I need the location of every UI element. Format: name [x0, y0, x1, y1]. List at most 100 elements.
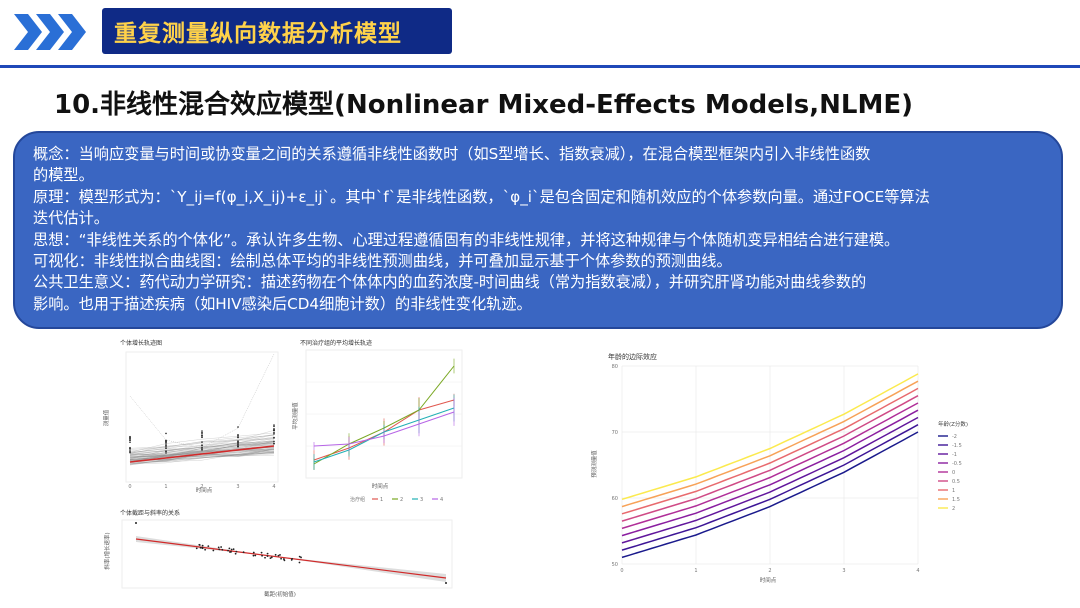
fig1-xtick: 2 — [200, 484, 203, 490]
fig2-legend-label: 1 — [380, 497, 383, 503]
fig1-point — [273, 425, 275, 428]
fig3-point — [212, 549, 215, 552]
fig3-point — [266, 552, 269, 555]
fig3-point — [290, 559, 293, 561]
fig3-point — [261, 554, 263, 557]
fig3-point — [279, 554, 281, 556]
fig1-trajectories — [125, 351, 279, 483]
concept-line: 概念：当响应变量与时间或协变量之间的关系遵循非线性函数时（如S型增长、指数衰减）… — [33, 145, 871, 163]
fig3-point — [230, 551, 232, 553]
fig3-ylabel: 斜率(增长速率) — [103, 532, 111, 569]
slide-title-text: 重复测量纵向数据分析模型 — [114, 21, 402, 47]
fig3-point — [195, 547, 198, 550]
fig1-trajectory — [129, 449, 275, 456]
fig3-point — [217, 546, 220, 549]
fig1-trajectory — [129, 439, 275, 463]
fig4-xlabel: 时间点 — [760, 576, 777, 584]
principle-line: 迭代估计。 — [33, 209, 109, 228]
fig3-panel — [121, 519, 453, 589]
fig4-legend-label: 1.5 — [952, 497, 960, 503]
fig3-point — [230, 548, 233, 551]
fig3-point — [300, 556, 302, 559]
fig4-series-line — [621, 402, 919, 530]
fig3-title: 个体截距与斜率的关系 — [120, 509, 180, 517]
fig1-xtick: 1 — [164, 484, 167, 490]
fig1-point — [273, 442, 275, 445]
fig2-title: 不同治疗组的平均增长轨迹 — [300, 339, 372, 347]
fig3-point — [201, 547, 204, 550]
idea-line: 思想：“非线性关系的个体化”。承认许多生物、心理过程遵循固有的非线性规律，并将这… — [33, 230, 900, 249]
fig1-point — [201, 431, 203, 434]
fig1-point — [165, 443, 167, 445]
fig4-xtick: 1 — [694, 568, 697, 574]
fig3-regression-line — [135, 538, 447, 579]
fig1-point — [201, 449, 203, 451]
fig4-legend-label: -1 — [952, 452, 957, 458]
fig3-point — [221, 548, 224, 551]
fig4-title: 年龄的边际效应 — [608, 352, 657, 361]
intercept-slope-scatter-plot: 个体截距与斜率的关系 斜率(增长速率) 截距(初始值) — [100, 506, 460, 600]
fig2-legend: 1 2 3 4 — [372, 497, 443, 503]
fig1-point — [129, 437, 131, 440]
fig1-xtick: 4 — [272, 484, 275, 490]
fig1-point — [237, 433, 239, 436]
fig4-xtick: 4 — [916, 568, 919, 574]
visualization-line: 可视化：非线性拟合曲线图：绘制总体平均的非线性预测曲线，并可叠加显示基于个体参数… — [33, 252, 732, 271]
fig1-point — [165, 439, 167, 442]
fig1-point — [201, 436, 203, 438]
fig4-xtick: 0 — [620, 568, 623, 574]
fig1-point — [201, 446, 203, 449]
fig1-ylabel: 测量值 — [102, 409, 110, 426]
fig3-point — [266, 555, 269, 558]
fig4-legend: -2 -1.5 -1 -0.5 0 0.5 1 1.5 2 — [938, 434, 962, 512]
fig3-points — [121, 519, 453, 589]
fig1-mean-line — [129, 445, 275, 463]
fig1-point — [273, 436, 275, 439]
fig2-legend-title: 治疗组 — [350, 496, 365, 503]
fig1-xtick: 0 — [128, 484, 131, 490]
fig1-trajectory — [129, 445, 274, 453]
fig1-point — [165, 447, 167, 449]
fig3-point — [283, 559, 286, 562]
fig3-point — [218, 548, 221, 551]
fig2-lines — [305, 349, 463, 479]
header-divider — [0, 65, 1080, 68]
fig3-point — [274, 553, 277, 556]
fig3-point — [269, 557, 272, 560]
fig4-legend-label: -1.5 — [952, 443, 962, 449]
fig4-xtick: 3 — [842, 568, 845, 574]
fig2-legend-label: 3 — [420, 497, 423, 503]
fig1-point — [165, 444, 167, 447]
age-marginal-effect-plot: 年龄的边际效应 预测测量值 时间点 50 60 70 80 0 1 2 3 4 年龄(Z分数) … — [590, 346, 990, 586]
fig3-point — [232, 548, 235, 551]
fig4-legend-label: -2 — [952, 434, 957, 440]
group-mean-trajectory-plot: 不同治疗组的平均增长轨迹 平均测量值 时间点 治疗组 1 2 3 4 — [290, 336, 470, 506]
individual-trajectory-plot: 个体增长轨迹图 测量值 时间点 0 1 2 3 4 — [100, 336, 286, 496]
fig1-point — [273, 431, 275, 434]
fig1-point — [129, 450, 131, 453]
public-health-line: 影响。也用于描述疾病（如HIV感染后CD4细胞计数）的非线性变化轨迹。 — [33, 294, 532, 313]
fig1-point — [273, 433, 275, 435]
fig1-point — [237, 441, 239, 443]
fig4-series-line — [621, 424, 919, 551]
fig4-xtick: 2 — [768, 568, 771, 574]
fig4-series-line — [621, 416, 919, 544]
fig4-ytick: 80 — [612, 364, 618, 370]
fig4-series-line — [621, 395, 919, 522]
fig4-legend-label: 0 — [952, 470, 955, 476]
fig3-point — [264, 556, 266, 559]
fig1-point — [273, 424, 275, 426]
fig4-series-line — [621, 409, 919, 537]
fig3-point — [260, 551, 263, 554]
fig4-series-line — [621, 431, 919, 559]
fig3-point — [207, 545, 210, 548]
concept-line: 的模型。 — [33, 166, 94, 185]
fig1-point — [165, 450, 167, 452]
fig3-point — [228, 547, 231, 550]
fig1-outlier-trajectory — [129, 353, 275, 449]
fig4-ylabel: 预测测量值 — [590, 450, 598, 478]
fig3-point — [199, 546, 202, 549]
fig2-ylabel: 平均测量值 — [291, 402, 299, 430]
fig3-point — [235, 550, 238, 553]
fig1-point — [201, 434, 203, 436]
